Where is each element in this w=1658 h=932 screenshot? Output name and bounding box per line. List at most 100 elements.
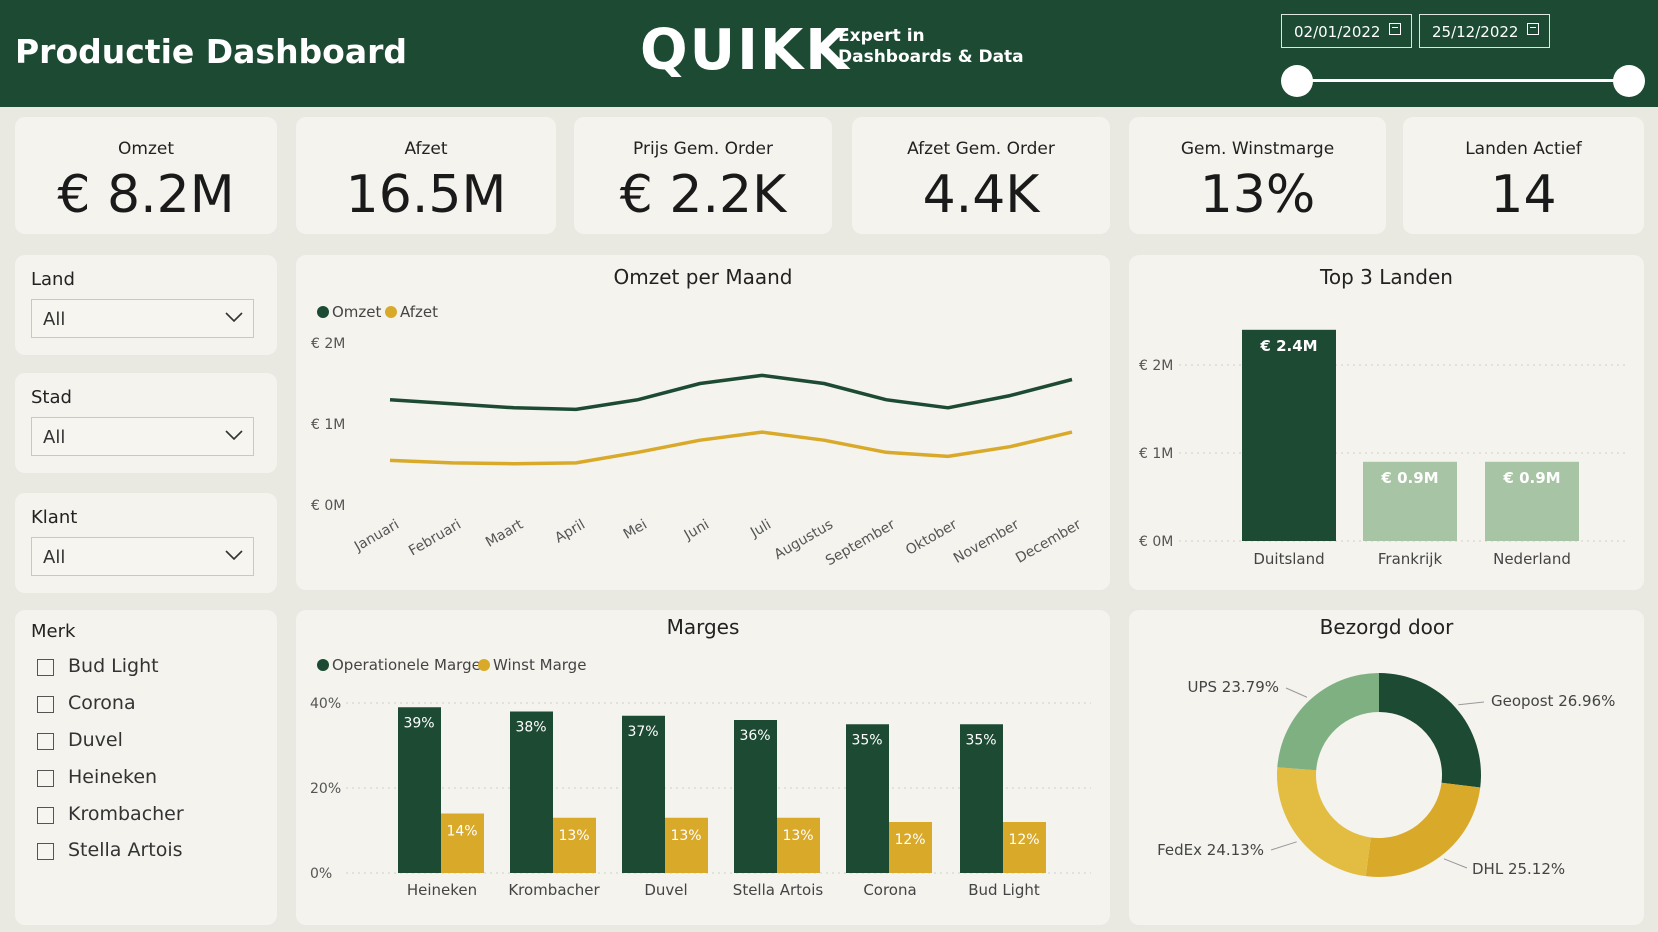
checkbox[interactable] — [37, 807, 54, 824]
checkbox-label: Bud Light — [68, 655, 159, 677]
date-range-start-handle[interactable] — [1281, 65, 1313, 97]
leader-line — [1285, 687, 1308, 698]
marges-bar-chart[interactable]: Operationele Marge Winst Marge 40% 20% 0% 39%… — [296, 610, 1110, 925]
y-tick-label: 20% — [310, 781, 341, 797]
checkbox-label: Stella Artois — [68, 839, 183, 861]
bar-winst-marge — [665, 817, 708, 873]
brand-tagline: Expert in Dashboards & Data — [838, 26, 1024, 68]
donut-chart[interactable]: Geopost 26.96% DHL 25.12% FedEx 24.13% UPS … — [1129, 610, 1644, 925]
slicer-label: Land — [31, 269, 75, 290]
dropdown-value: All — [43, 547, 66, 568]
calendar-icon[interactable] — [1389, 23, 1401, 35]
slice-label: Geopost 26.96% — [1491, 692, 1615, 710]
date-range-end-handle[interactable] — [1613, 65, 1645, 97]
bar-winst-marge — [1003, 822, 1046, 873]
bar-winst-marge — [889, 822, 932, 873]
checkbox[interactable] — [37, 659, 54, 676]
marges-chart-card: Marges Operationele Marge Winst Marge 40% 2… — [296, 610, 1110, 925]
leader-line — [1458, 701, 1485, 706]
bar-data-label: 36% — [739, 728, 770, 744]
legend-marker — [317, 659, 329, 671]
kpi-value: 16.5M — [345, 165, 507, 225]
checkbox-label: Duvel — [68, 729, 123, 751]
klant-dropdown[interactable]: All — [31, 537, 254, 576]
series-line-afzet — [389, 430, 1073, 466]
bar-data-label: € 0.9M — [1380, 469, 1438, 487]
donut-slice-fedex — [1277, 767, 1371, 877]
x-tick-label: Frankrijk — [1378, 550, 1443, 568]
stad-dropdown[interactable]: All — [31, 417, 254, 456]
bar-frankrijk — [1363, 461, 1457, 541]
bar-data-label: 13% — [670, 828, 701, 844]
y-tick-label: 40% — [310, 696, 341, 712]
line-chart[interactable]: Omzet Afzet € 2M € 1M € 0M Januari Februari Maa… — [296, 255, 1110, 590]
x-tick-label: Duvel — [644, 881, 687, 899]
slice-label: UPS 23.79% — [1187, 678, 1279, 696]
y-tick-label: € 2M — [311, 336, 345, 352]
legend-marker — [317, 306, 329, 318]
chevron-down-icon[interactable] — [224, 307, 244, 327]
kpi-value: € 2.2K — [619, 165, 787, 225]
x-tick-label: Nederland — [1493, 550, 1571, 568]
legend-marker — [478, 659, 490, 671]
checkbox[interactable] — [37, 770, 54, 787]
bar-data-label: 14% — [446, 824, 477, 840]
top3-bar-chart[interactable]: € 2M € 1M € 0M € 2.4M Duitsland € 0.9M Frankri… — [1129, 255, 1644, 590]
calendar-icon[interactable] — [1527, 23, 1539, 35]
checkbox[interactable] — [37, 843, 54, 860]
start-date-input[interactable]: 02/01/2022 — [1281, 14, 1412, 48]
checkbox[interactable] — [37, 696, 54, 713]
x-tick-label: Maart — [483, 516, 527, 550]
bar-data-label: 39% — [403, 715, 434, 731]
bar-data-label: € 0.9M — [1502, 469, 1560, 487]
bar-operationele-marge — [622, 715, 665, 873]
chevron-down-icon[interactable] — [224, 545, 244, 565]
start-date-value: 02/01/2022 — [1294, 23, 1381, 41]
chevron-down-icon[interactable] — [224, 425, 244, 445]
bar-data-label: 35% — [851, 732, 882, 748]
bar-winst-marge — [777, 817, 820, 873]
chart-title: Omzet per Maand — [613, 265, 793, 289]
dropdown-value: All — [43, 309, 66, 330]
y-tick-label: 0% — [310, 866, 332, 882]
checkbox-label: Heineken — [68, 766, 158, 788]
kpi-value: 13% — [1199, 165, 1316, 225]
bar-data-label: 13% — [782, 828, 813, 844]
x-tick-label: September — [823, 516, 898, 569]
donut-slice-dhl — [1365, 782, 1481, 877]
legend-label: Afzet — [400, 303, 438, 321]
header-bar: Productie Dashboard QUIKK Expert in Dash… — [0, 0, 1658, 107]
bar-data-label: 12% — [894, 832, 925, 848]
y-tick-label: € 0M — [1139, 534, 1173, 550]
chart-title: Bezorgd door — [1319, 615, 1454, 639]
slicer-label: Klant — [31, 507, 78, 528]
checkbox[interactable] — [37, 733, 54, 750]
end-date-input[interactable]: 25/12/2022 — [1419, 14, 1550, 48]
bar-operationele-marge — [846, 724, 889, 873]
x-tick-label: Mei — [621, 517, 650, 543]
top3-chart-card: Top 3 Landen € 2M € 1M € 0M € 2.4M Duitsland… — [1129, 255, 1644, 590]
end-date-value: 25/12/2022 — [1432, 23, 1519, 41]
dropdown-value: All — [43, 427, 66, 448]
kpi-card-afzet: Afzet 16.5M — [296, 117, 556, 234]
bar-data-label: 35% — [965, 732, 996, 748]
bar-winst-marge — [441, 813, 484, 873]
date-range-slider-track[interactable] — [1296, 79, 1630, 82]
x-tick-label: Januari — [351, 517, 402, 556]
chart-title: Marges — [666, 615, 740, 639]
x-tick-label: Heineken — [407, 881, 477, 899]
kpi-value: 4.4K — [922, 165, 1040, 225]
bar-data-label: 37% — [627, 724, 658, 740]
leader-line — [1270, 841, 1297, 851]
bar-data-label: 12% — [1008, 832, 1039, 848]
kpi-label: Afzet Gem. Order — [907, 139, 1055, 159]
x-tick-label: Stella Artois — [733, 881, 824, 899]
bar-operationele-marge — [960, 724, 1003, 873]
kpi-card-afzet-gem-order: Afzet Gem. Order 4.4K — [852, 117, 1110, 234]
kpi-card-landen-actief: Landen Actief 14 — [1403, 117, 1644, 234]
kpi-card-prijs-gem-order: Prijs Gem. Order € 2.2K — [574, 117, 832, 234]
slicer-label: Merk — [31, 621, 76, 642]
chart-title: Top 3 Landen — [1320, 265, 1453, 289]
land-dropdown[interactable]: All — [31, 299, 254, 338]
y-tick-label: € 0M — [311, 498, 345, 514]
